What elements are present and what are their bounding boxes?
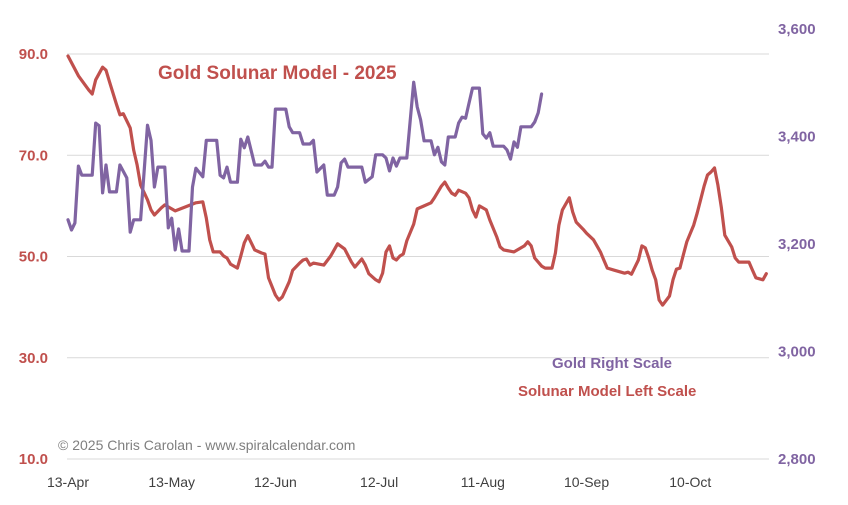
x-tick-label: 11-Aug <box>461 474 505 490</box>
series-lines <box>66 54 768 307</box>
left-axis: 90.0 70.0 50.0 30.0 10.0 <box>19 46 48 468</box>
left-tick-label: 70.0 <box>19 147 48 164</box>
solunar-model-line <box>66 54 768 307</box>
left-tick-label: 30.0 <box>19 350 48 367</box>
x-tick-label: 10-Oct <box>669 474 711 490</box>
x-tick-label: 10-Sep <box>564 474 609 490</box>
x-axis: 13-Apr 13-May 12-Jun 12-Jul 11-Aug 10-Sep 10-O… <box>47 474 711 490</box>
legend-solunar: Solunar Model Left Scale <box>518 383 696 400</box>
gold-price-line <box>66 80 544 253</box>
right-tick-label: 2,800 <box>778 451 816 468</box>
x-tick-label: 12-Jun <box>254 474 297 490</box>
x-tick-label: 13-Apr <box>47 474 89 490</box>
gridlines <box>67 53 769 460</box>
chart-title: Gold Solunar Model - 2025 <box>158 63 397 84</box>
legend-gold: Gold Right Scale <box>552 355 672 372</box>
x-tick-label: 13-May <box>148 474 195 490</box>
left-tick-label: 50.0 <box>19 249 48 266</box>
left-tick-label: 10.0 <box>19 451 48 468</box>
right-tick-label: 3,200 <box>778 236 816 253</box>
right-tick-label: 3,400 <box>778 129 816 146</box>
copyright-text: © 2025 Chris Carolan - www.spiralcalenda… <box>58 437 355 453</box>
right-tick-label: 3,600 <box>778 21 816 38</box>
right-tick-label: 3,000 <box>778 344 816 361</box>
x-tick-label: 12-Jul <box>360 474 398 490</box>
left-tick-label: 90.0 <box>19 46 48 63</box>
right-axis: 3,600 3,400 3,200 3,000 2,800 <box>778 21 816 468</box>
